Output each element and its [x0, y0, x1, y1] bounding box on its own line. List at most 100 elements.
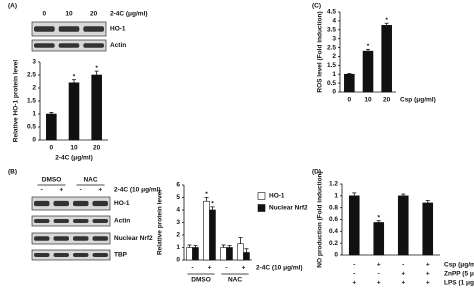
y-tick-label: 0.4 [329, 228, 338, 235]
significance-marker: * [205, 191, 208, 198]
blot-band [73, 253, 89, 257]
blot-lane: 10 [65, 11, 73, 18]
y-tick-label: 2 [32, 85, 36, 92]
condition-sign: + [401, 271, 405, 278]
y-tick-label: 1.5 [27, 98, 36, 105]
y-tick-label: 3 [332, 35, 336, 42]
condition-sign: + [352, 280, 356, 287]
x-axis-label: 2-4C (10 μg/ml) [256, 265, 303, 272]
y-tick-label: 0 [176, 257, 180, 264]
blot-band [83, 26, 104, 32]
condition-sign: - [402, 262, 404, 269]
bar [192, 247, 199, 261]
y-tick-label: 4 [332, 18, 336, 25]
x-group-label: NAC [228, 277, 242, 284]
bar [373, 222, 385, 256]
y-tick-label: 1 [332, 71, 336, 78]
significance-marker: * [377, 214, 380, 221]
bar [243, 252, 250, 261]
y-tick-label: 4.5 [327, 9, 336, 16]
bar [348, 195, 360, 256]
blot-row-label: Actin [114, 218, 130, 225]
y-tick-label: 5 [176, 194, 180, 201]
blot-band [92, 236, 108, 241]
blot-lane-title: 2-4C (10 μg/ml) [114, 187, 161, 194]
blot-lane: + [59, 187, 63, 194]
blot-band [53, 236, 69, 241]
blot-frame [31, 249, 111, 261]
blot-band [53, 219, 69, 223]
legend-label: HO-1 [269, 193, 285, 200]
blot-frame [31, 215, 111, 227]
x-axis-label: 2-4C (μg/ml) [55, 155, 93, 162]
y-axis-label: NO production (Fold induction) [317, 171, 324, 267]
blot-row-label: Actin [110, 42, 126, 49]
legend-label: Nuclear Nrf2 [269, 205, 308, 212]
bar [68, 82, 80, 141]
x-tick-label: 20 [383, 97, 391, 104]
blot-lane-title: 2-4C (μg/ml) [110, 11, 148, 18]
condition-sign: + [377, 262, 381, 269]
condition-label: ZnPP (5 μM) [444, 271, 474, 278]
bar [381, 25, 392, 93]
blot-band [92, 219, 108, 223]
blot-lane: - [41, 187, 43, 194]
y-tick-label: 3.5 [327, 26, 336, 33]
bar [46, 113, 57, 141]
x-axis-label: Csp (μg/ml) [400, 97, 436, 104]
significance-marker: * [211, 201, 214, 208]
bar [220, 247, 227, 261]
blot-band [53, 200, 69, 207]
blot-band [73, 236, 89, 241]
y-tick-label: 2 [332, 53, 336, 60]
condition-sign: - [353, 271, 355, 278]
y-tick-label: 0.5 [327, 80, 336, 87]
blot-lane: 20 [90, 11, 98, 18]
blot-band [58, 26, 80, 32]
condition-sign: + [426, 280, 430, 287]
significance-marker: * [385, 17, 388, 24]
blot-row-label: TBP [114, 252, 128, 259]
significance-marker: * [95, 65, 98, 72]
x-tick-label: + [242, 265, 246, 272]
blot-group: DMSO [42, 177, 62, 184]
x-tick-label: 20 [93, 145, 101, 152]
condition-sign: + [426, 271, 430, 278]
condition-sign: + [426, 262, 430, 269]
blot-band [34, 219, 50, 223]
y-axis-label: ROS level (Fold induction) [317, 11, 324, 92]
panel-label: (B) [8, 169, 17, 176]
bar [397, 195, 409, 256]
blot-band [73, 200, 89, 207]
y-tick-label: 2 [176, 232, 180, 239]
x-tick-label: 0 [348, 97, 352, 104]
blot-frame [31, 196, 111, 211]
blot-row-label: HO-1 [110, 26, 126, 33]
bar [186, 247, 193, 261]
y-tick-label: 1 [32, 111, 36, 118]
condition-sign: + [401, 280, 405, 287]
y-tick-label: 0.2 [329, 240, 338, 247]
y-axis-label: Relative HO-1 protein level [13, 60, 20, 143]
legend-swatch [257, 192, 266, 200]
significance-marker: * [367, 43, 370, 50]
bar [203, 200, 210, 261]
blot-band [34, 200, 50, 207]
blot-frame [31, 232, 111, 245]
x-tick-label: 10 [70, 145, 78, 152]
blot-band [92, 253, 108, 257]
y-tick-label: 1.5 [327, 62, 336, 69]
y-tick-label: 3 [32, 59, 36, 66]
significance-marker: * [73, 73, 76, 80]
y-tick-label: 1 [334, 193, 338, 200]
x-tick-label: 10 [364, 97, 372, 104]
bar [209, 209, 216, 261]
blot-band [53, 253, 69, 257]
x-tick-label: 0 [50, 145, 54, 152]
blot-row-label: Nuclear Nrf2 [114, 235, 153, 242]
condition-label: LPS (1 μg/ml) [444, 280, 474, 287]
bar [362, 50, 374, 93]
y-tick-label: 2.5 [327, 44, 336, 51]
y-tick-label: 1 [176, 244, 180, 251]
